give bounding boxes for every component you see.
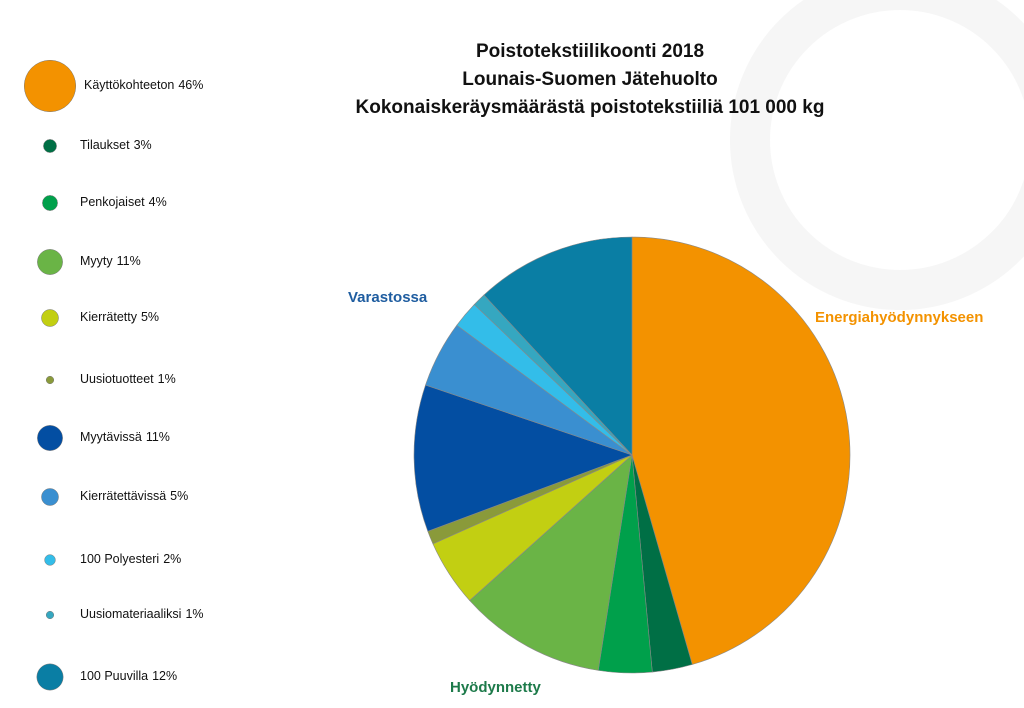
- legend-value: 11%: [146, 430, 170, 444]
- legend-label: Käyttökohteeton 46%: [84, 78, 203, 92]
- legend-label: Kierrätetty 5%: [80, 310, 159, 324]
- legend-label: Myytävissä 11%: [80, 430, 170, 444]
- annotation: Hyödynnetty: [450, 679, 542, 696]
- legend-label: Uusiomateriaaliksi 1%: [80, 607, 204, 621]
- legend-label: Tilaukset 3%: [80, 138, 152, 152]
- legend-name: Tilaukset: [80, 138, 130, 152]
- legend-swatch: [23, 59, 77, 113]
- legend-swatch: [45, 375, 55, 385]
- pie-slice: [483, 236, 633, 456]
- legend-label: Myyty 11%: [80, 254, 141, 268]
- pie-slice: [469, 454, 633, 671]
- legend-value: 2%: [163, 552, 181, 566]
- legend-name: Uusiomateriaaliksi: [80, 607, 181, 621]
- legend-value: 5%: [141, 310, 159, 324]
- legend-name: Kierrätetty: [80, 310, 138, 324]
- legend-swatch: [37, 425, 63, 451]
- legend-name: Uusiotuotteet: [80, 372, 154, 386]
- legend-swatch: [36, 663, 64, 691]
- legend-label: Penkojaiset 4%: [80, 195, 167, 209]
- annotation: Varastossa: [348, 289, 428, 306]
- legend-swatch: [37, 249, 63, 275]
- legend-label: Kierrätettävissä 5%: [80, 489, 188, 503]
- legend-value: 1%: [185, 607, 203, 621]
- legend-name: Myytävissä: [80, 430, 142, 444]
- legend-value: 4%: [149, 195, 167, 209]
- legend-swatch: [44, 554, 56, 566]
- legend-swatch: [45, 610, 55, 620]
- legend-label: Uusiotuotteet 1%: [80, 372, 176, 386]
- legend-name: Kierrätettävissä: [80, 489, 166, 503]
- chart-title: Kokonaiskeräysmäärästä poistotekstiiliä …: [356, 97, 825, 118]
- background-decoration: [730, 0, 1024, 310]
- legend-name: Penkojaiset: [80, 195, 145, 209]
- legend-swatch: [41, 309, 59, 327]
- chart-title: Lounais-Suomen Jätehuolto: [462, 69, 717, 90]
- legend-value: 3%: [134, 138, 152, 152]
- legend-name: Käyttökohteeton: [84, 78, 174, 92]
- legend-label: 100 Polyesteri 2%: [80, 552, 181, 566]
- legend-swatch: [42, 195, 58, 211]
- legend-value: 11%: [117, 254, 141, 268]
- legend-name: 100 Puuvilla: [80, 669, 148, 683]
- legend-value: 1%: [158, 372, 176, 386]
- legend-name: Myyty: [80, 254, 113, 268]
- legend-value: 5%: [170, 489, 188, 503]
- legend-name: 100 Polyesteri: [80, 552, 159, 566]
- legend-label: 100 Puuvilla 12%: [80, 669, 177, 683]
- legend-value: 12%: [152, 669, 177, 683]
- legend-value: 46%: [178, 78, 203, 92]
- annotation: Energiahyödynnykseen: [815, 309, 983, 326]
- pie-slice: [413, 384, 633, 532]
- legend-swatch: [41, 488, 59, 506]
- chart-title: Poistotekstiilikoonti 2018: [476, 41, 704, 62]
- pie-slice: [631, 236, 851, 665]
- legend-swatch: [43, 139, 57, 153]
